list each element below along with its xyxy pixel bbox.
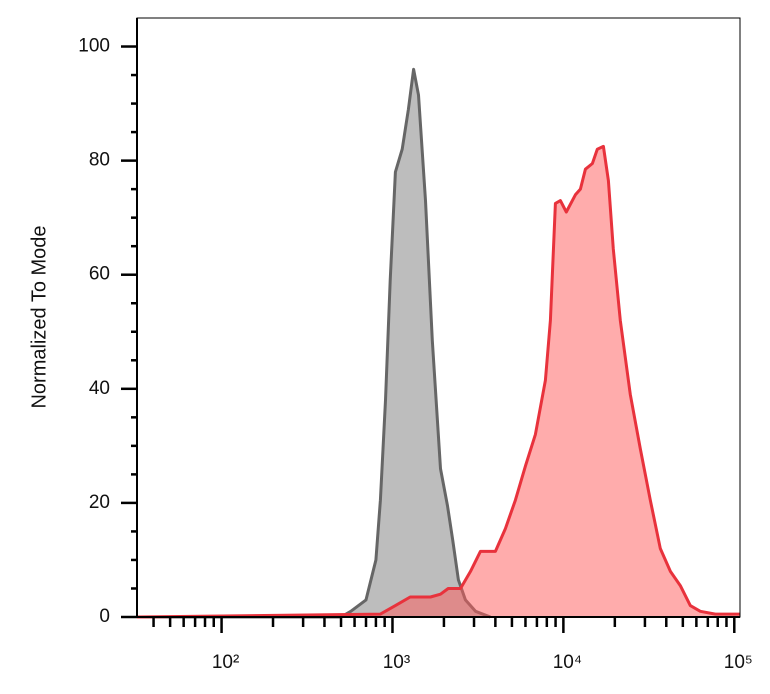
y-tick-label: 80 <box>89 150 110 171</box>
x-tick-label: 10² <box>212 652 239 673</box>
y-axis-label: Normalized To Mode <box>28 225 50 408</box>
x-tick-label: 10³ <box>383 652 410 673</box>
area-fill <box>137 69 491 618</box>
y-tick-label: 60 <box>89 264 110 285</box>
y-tick-label: 20 <box>89 492 110 513</box>
series-line <box>137 67 491 619</box>
y-tick-label: 100 <box>78 36 110 57</box>
y-tick-label: 40 <box>89 378 110 399</box>
series-line <box>136 144 740 619</box>
area-fill <box>137 146 740 617</box>
x-tick-label: 10⁵ <box>724 652 753 673</box>
y-tick-label: 0 <box>99 606 110 627</box>
x-tick-label: 10⁴ <box>553 652 582 673</box>
